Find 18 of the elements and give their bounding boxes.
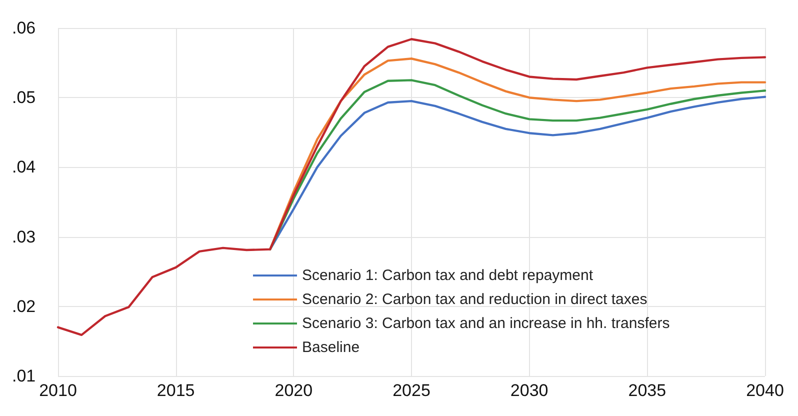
legend-label: Scenario 2: Carbon tax and reduction in direct taxes	[302, 291, 648, 308]
x-tick-label: 2040	[746, 381, 784, 400]
legend-label: Baseline	[302, 339, 360, 356]
x-tick-label: 2030	[510, 381, 548, 400]
legend-label: Scenario 1: Carbon tax and debt repayment	[302, 267, 594, 284]
x-tick-label: 2025	[392, 381, 430, 400]
legend-label: Scenario 3: Carbon tax and an increase in hh. transfers	[302, 315, 670, 332]
y-tick-label: .06	[12, 18, 36, 38]
x-tick-label: 2010	[39, 381, 77, 400]
line-series	[56, 38, 766, 336]
x-tick-label: 2020	[274, 381, 313, 400]
x-tick-label: 2035	[628, 381, 666, 400]
y-tick-label: .01	[12, 366, 36, 386]
x-tick-label: 2015	[156, 381, 195, 400]
y-tick-label: .02	[12, 296, 36, 316]
y-tick-label: .04	[12, 158, 36, 177]
y-tick-label: .03	[12, 227, 36, 246]
y-tick-label: .05	[12, 88, 36, 108]
